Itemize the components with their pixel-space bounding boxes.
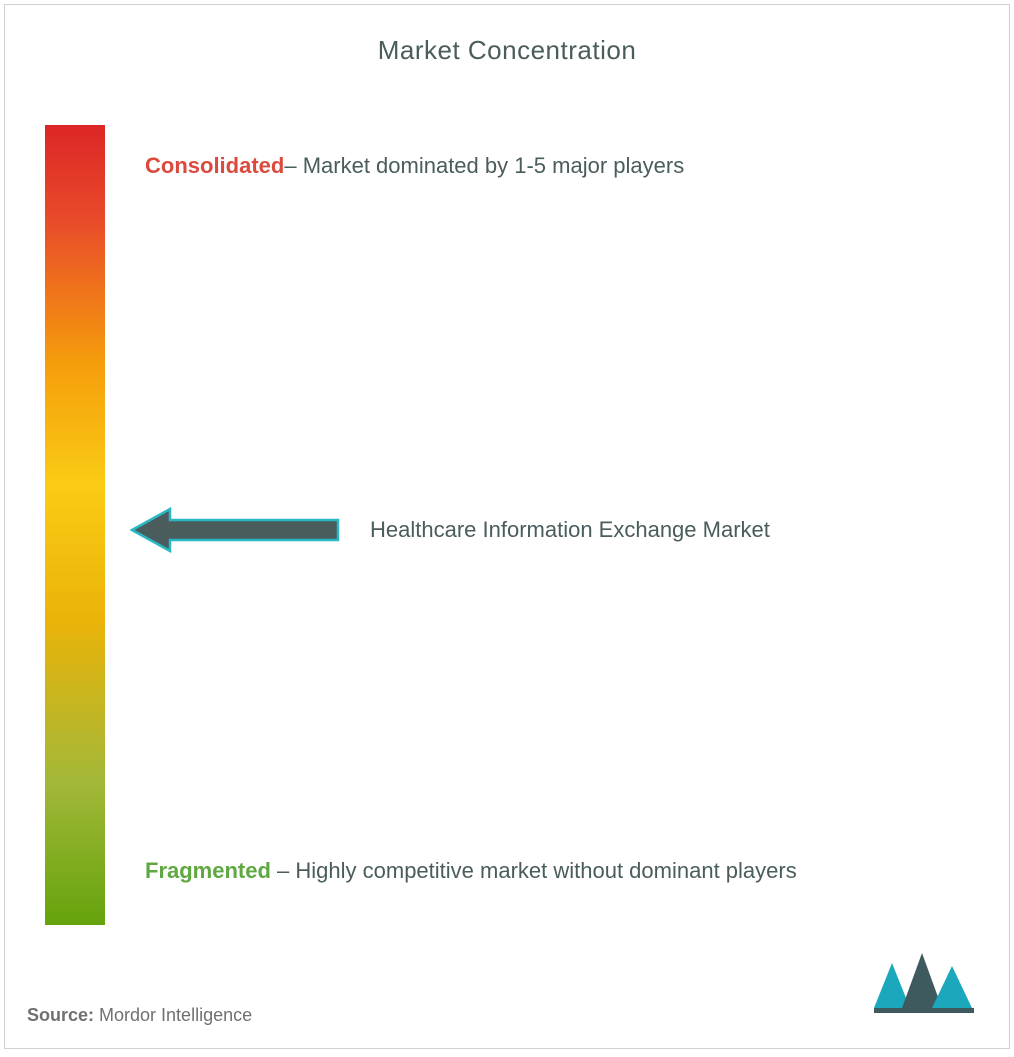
chart-container: Market Concentration Consolidated– Marke… — [4, 4, 1010, 1049]
market-name: Healthcare Information Exchange Market — [370, 517, 770, 543]
fragmented-label: Fragmented – Highly competitive market w… — [145, 845, 895, 898]
consolidated-label: Consolidated– Market dominated by 1-5 ma… — [145, 140, 895, 193]
arrow-icon — [130, 505, 340, 555]
source-attribution: Source: Mordor Intelligence — [27, 1005, 252, 1026]
fragmented-term: Fragmented — [145, 858, 271, 883]
consolidated-term: Consolidated — [145, 153, 284, 178]
fragmented-text: – Highly competitive market without domi… — [271, 858, 797, 883]
concentration-scale-bar — [45, 125, 105, 925]
source-text: Mordor Intelligence — [94, 1005, 252, 1025]
market-indicator: Healthcare Information Exchange Market — [130, 505, 770, 555]
consolidated-text: – Market dominated by 1-5 major players — [284, 153, 684, 178]
mordor-logo-icon — [874, 948, 974, 1013]
source-prefix: Source: — [27, 1005, 94, 1025]
chart-title: Market Concentration — [5, 5, 1009, 66]
